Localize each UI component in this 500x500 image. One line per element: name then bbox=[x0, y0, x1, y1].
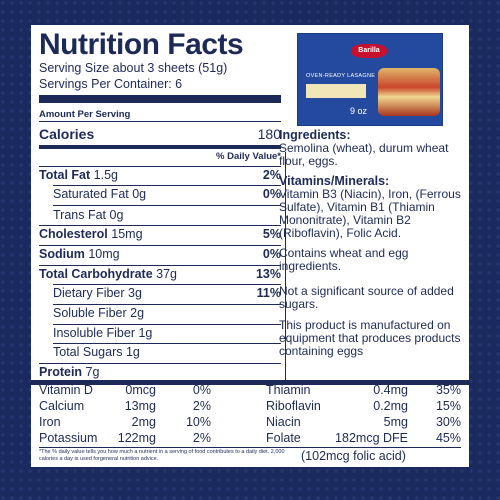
divider bbox=[53, 205, 281, 206]
thick-divider bbox=[31, 380, 469, 385]
daily-value-header-row: % Daily Value* bbox=[39, 149, 281, 165]
vitamins-block: Vitamins/Minerals: Vitamin B3 (Niacin), … bbox=[279, 174, 461, 240]
divider bbox=[53, 324, 281, 325]
divider bbox=[53, 185, 281, 186]
divider bbox=[39, 363, 281, 364]
vitamins-left-amounts: 0mcg 13mg 2mg 122mg bbox=[117, 383, 156, 445]
divider bbox=[53, 343, 281, 344]
calories-row: Calories 180 bbox=[39, 126, 281, 142]
package-product-name: OVEN-READY LASAGNE bbox=[306, 73, 376, 79]
package-weight: 9 oz bbox=[350, 106, 368, 116]
daily-value-header: % Daily Value* bbox=[216, 151, 281, 162]
divider bbox=[39, 166, 281, 167]
calories-value: 180 bbox=[257, 126, 281, 142]
calories-label: Calories bbox=[39, 126, 95, 142]
footnote: *The % daily value tells you how much a … bbox=[39, 449, 285, 462]
amount-per-serving: Amount Per Serving bbox=[39, 109, 131, 120]
column-divider bbox=[285, 152, 286, 381]
divider bbox=[53, 284, 281, 285]
sat-fat-row: Saturated Fat 0g 0% bbox=[53, 187, 281, 201]
divider bbox=[39, 245, 281, 246]
thick-divider bbox=[39, 95, 281, 103]
total-carb-row: Total Carbohydrate 37g 13% bbox=[39, 267, 281, 281]
sodium-row: Sodium 10mg 0% bbox=[39, 247, 281, 261]
cholesterol-row: Cholesterol 15mg 5% bbox=[39, 227, 281, 241]
soluble-fiber-row: Soluble Fiber 2g bbox=[53, 306, 145, 320]
protein-row: Protein 7g bbox=[39, 365, 100, 379]
divider bbox=[53, 304, 281, 305]
barilla-logo: Barilla bbox=[351, 44, 387, 58]
lasagna-image bbox=[378, 68, 440, 116]
divider bbox=[39, 121, 281, 122]
trans-fat-row: Trans Fat 0g bbox=[53, 208, 124, 222]
total-fat-row: Total Fat 1.5g 2% bbox=[39, 168, 281, 182]
sugars-row: Total Sugars 1g bbox=[53, 345, 140, 359]
vitamins-left-names: Vitamin D Calcium Iron Potassium bbox=[39, 383, 98, 445]
vitamins-right-names: Thiamin Riboflavin Niacin Folate bbox=[266, 383, 321, 445]
pasta-sheet-image bbox=[306, 84, 366, 98]
product-package: Barilla OVEN-READY LASAGNE 9 oz bbox=[297, 33, 443, 126]
insoluble-fiber-row: Insoluble Fiber 1g bbox=[53, 326, 153, 340]
sugars-note: Not a significant source of added sugars… bbox=[279, 284, 454, 311]
ingredients-block: Ingredients: Semolina (wheat), durum whe… bbox=[279, 128, 449, 168]
fiber-row: Dietary Fiber 3g 11% bbox=[53, 286, 281, 300]
divider bbox=[39, 265, 281, 266]
facility-note: This product is manufactured on equipmen… bbox=[279, 318, 461, 358]
vitamins-right-dv: 35% 15% 30% 45% bbox=[435, 383, 461, 445]
divider bbox=[39, 225, 281, 226]
folic-acid-note: (102mcg folic acid) bbox=[301, 449, 406, 463]
serving-size: Serving Size about 3 sheets (51g) bbox=[39, 61, 228, 75]
servings-per-container: Servings Per Container: 6 bbox=[39, 77, 183, 91]
nutrition-panel: Nutrition Facts Serving Size about 3 she… bbox=[31, 25, 469, 467]
nutrition-title: Nutrition Facts bbox=[39, 28, 244, 61]
medium-divider bbox=[39, 145, 281, 149]
contains-note: Contains wheat and egg ingredients. bbox=[279, 246, 409, 273]
vitamins-left-dv: 0% 2% 10% 2% bbox=[185, 383, 211, 445]
vitamins-right-amounts: 0.4mg 0.2mg 5mg 182mcg DFE bbox=[335, 383, 408, 445]
divider bbox=[39, 447, 461, 448]
